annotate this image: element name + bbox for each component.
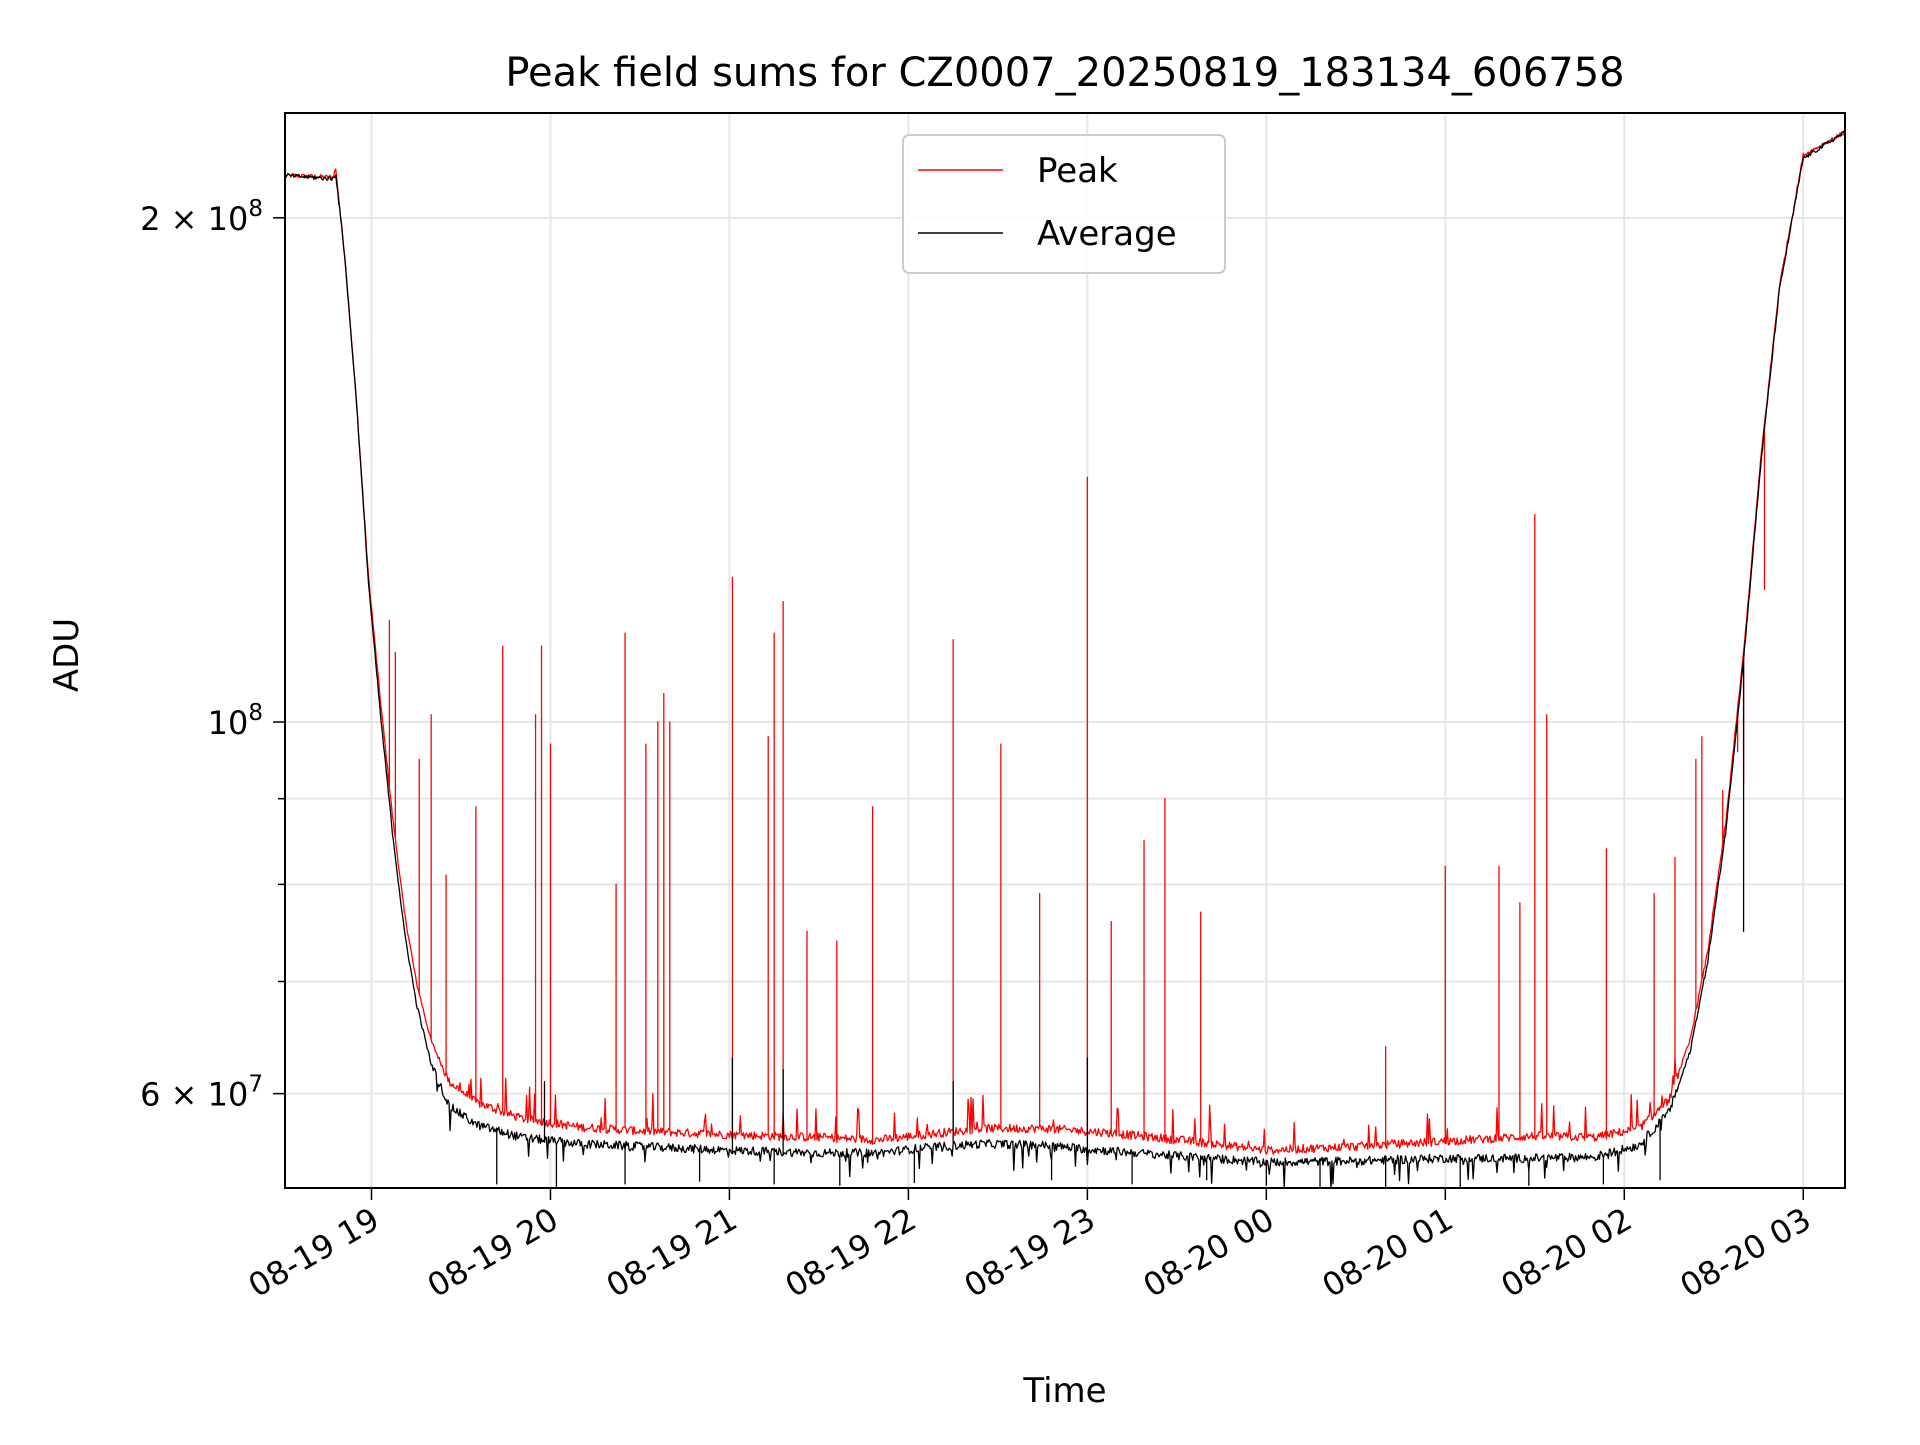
- y-tick-label: 2 × 108: [140, 196, 263, 238]
- chart-title: Peak field sums for CZ0007_20250819_1831…: [505, 50, 1624, 96]
- y-axis-label: ADU: [47, 618, 87, 692]
- y-tick-label: 108: [208, 700, 263, 742]
- series-line-average: [285, 130, 1845, 1188]
- series-layer: [285, 130, 1845, 1188]
- legend-average-label: Average: [1037, 214, 1177, 254]
- series-line-peak: [285, 131, 1845, 1155]
- legend-peak-label: Peak: [1037, 151, 1118, 191]
- legend: Peak Average: [902, 134, 1226, 274]
- plot-frame: [284, 112, 1846, 1189]
- x-axis-label: Time: [1022, 1371, 1106, 1411]
- y-tick-label: 6 × 107: [140, 1072, 263, 1114]
